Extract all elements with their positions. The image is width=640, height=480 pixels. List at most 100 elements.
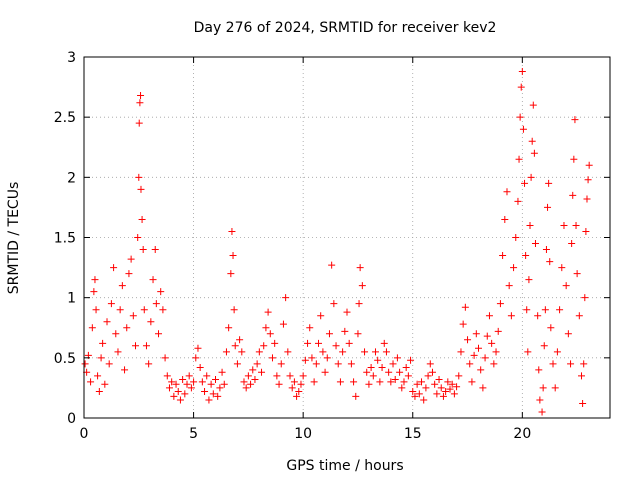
- data-point: [433, 390, 441, 398]
- data-point: [172, 380, 180, 388]
- data-point: [268, 354, 276, 362]
- data-point: [266, 330, 274, 338]
- data-point: [553, 348, 561, 356]
- data-point: [229, 252, 237, 260]
- x-tick-label: 15: [404, 426, 422, 442]
- data-point: [534, 312, 542, 320]
- data-point: [163, 372, 171, 380]
- data-point: [558, 264, 566, 272]
- data-point: [125, 270, 133, 278]
- data-point: [459, 320, 467, 328]
- data-point: [418, 378, 426, 386]
- data-point: [560, 221, 568, 229]
- data-point: [317, 312, 325, 320]
- data-point: [330, 300, 338, 308]
- data-point: [365, 380, 373, 388]
- data-point: [415, 390, 423, 398]
- ticks: [83, 56, 610, 419]
- data-points: [81, 67, 593, 416]
- data-point: [209, 390, 217, 398]
- data-point: [275, 380, 283, 388]
- data-point: [551, 384, 559, 392]
- data-point: [475, 344, 482, 352]
- data-point: [135, 119, 143, 127]
- x-tick-label: 20: [513, 426, 531, 442]
- data-point: [562, 282, 570, 290]
- data-point: [183, 380, 191, 388]
- data-point: [334, 360, 342, 368]
- y-tick-labels: 0 0.5 1 1.5 2 2.5 3: [54, 50, 76, 427]
- data-point: [496, 300, 504, 308]
- data-point: [578, 372, 586, 380]
- data-point: [203, 372, 211, 380]
- data-point: [339, 348, 347, 356]
- data-point: [251, 375, 259, 383]
- data-point: [310, 378, 318, 386]
- data-point: [387, 378, 395, 386]
- data-point: [233, 360, 241, 368]
- data-point: [492, 348, 500, 356]
- data-point: [527, 173, 535, 181]
- data-point: [299, 372, 307, 380]
- data-point: [457, 348, 465, 356]
- data-point: [575, 312, 583, 320]
- data-point: [286, 372, 294, 380]
- data-point: [536, 396, 544, 404]
- data-point: [567, 360, 575, 368]
- data-point: [312, 360, 320, 368]
- data-point: [501, 215, 509, 223]
- data-point: [521, 179, 529, 187]
- data-point: [444, 378, 452, 386]
- data-point: [546, 258, 554, 266]
- data-point: [222, 348, 230, 356]
- data-point: [428, 368, 436, 376]
- data-point: [332, 342, 340, 350]
- y-tick-label: 2: [67, 170, 76, 186]
- data-point: [479, 384, 487, 392]
- data-point: [168, 378, 176, 386]
- data-point: [216, 384, 224, 392]
- data-point: [367, 363, 375, 371]
- data-point: [472, 330, 480, 338]
- data-point: [95, 388, 103, 396]
- y-tick-label: 1.5: [54, 231, 76, 247]
- data-point: [225, 324, 233, 332]
- data-point: [505, 282, 513, 290]
- data-point: [319, 348, 327, 356]
- data-point: [355, 300, 363, 308]
- data-point: [137, 92, 145, 100]
- data-point: [205, 396, 213, 404]
- data-point: [409, 388, 417, 396]
- data-point: [306, 324, 314, 332]
- data-point: [450, 390, 458, 398]
- data-point: [137, 185, 145, 193]
- data-point: [524, 348, 532, 356]
- data-point: [87, 378, 95, 386]
- data-point: [541, 306, 549, 314]
- data-point: [382, 348, 390, 356]
- data-point: [572, 221, 580, 229]
- data-point: [88, 324, 96, 332]
- data-point: [255, 348, 263, 356]
- data-point: [105, 360, 113, 368]
- data-point: [413, 380, 421, 388]
- data-point: [363, 368, 371, 376]
- data-point: [352, 392, 360, 400]
- data-point: [127, 255, 135, 263]
- data-point: [584, 176, 592, 184]
- data-point: [138, 215, 146, 223]
- data-point: [564, 330, 572, 338]
- data-point: [142, 342, 150, 350]
- data-point: [470, 351, 478, 359]
- data-point: [97, 354, 105, 362]
- data-point: [114, 348, 122, 356]
- y-tick-label: 0.5: [54, 351, 76, 367]
- data-point: [110, 264, 118, 272]
- data-point: [512, 234, 520, 241]
- data-point: [545, 179, 553, 187]
- data-point: [531, 240, 539, 248]
- data-point: [258, 368, 266, 376]
- data-point: [488, 339, 496, 347]
- data-point: [247, 380, 255, 388]
- data-point: [356, 264, 364, 272]
